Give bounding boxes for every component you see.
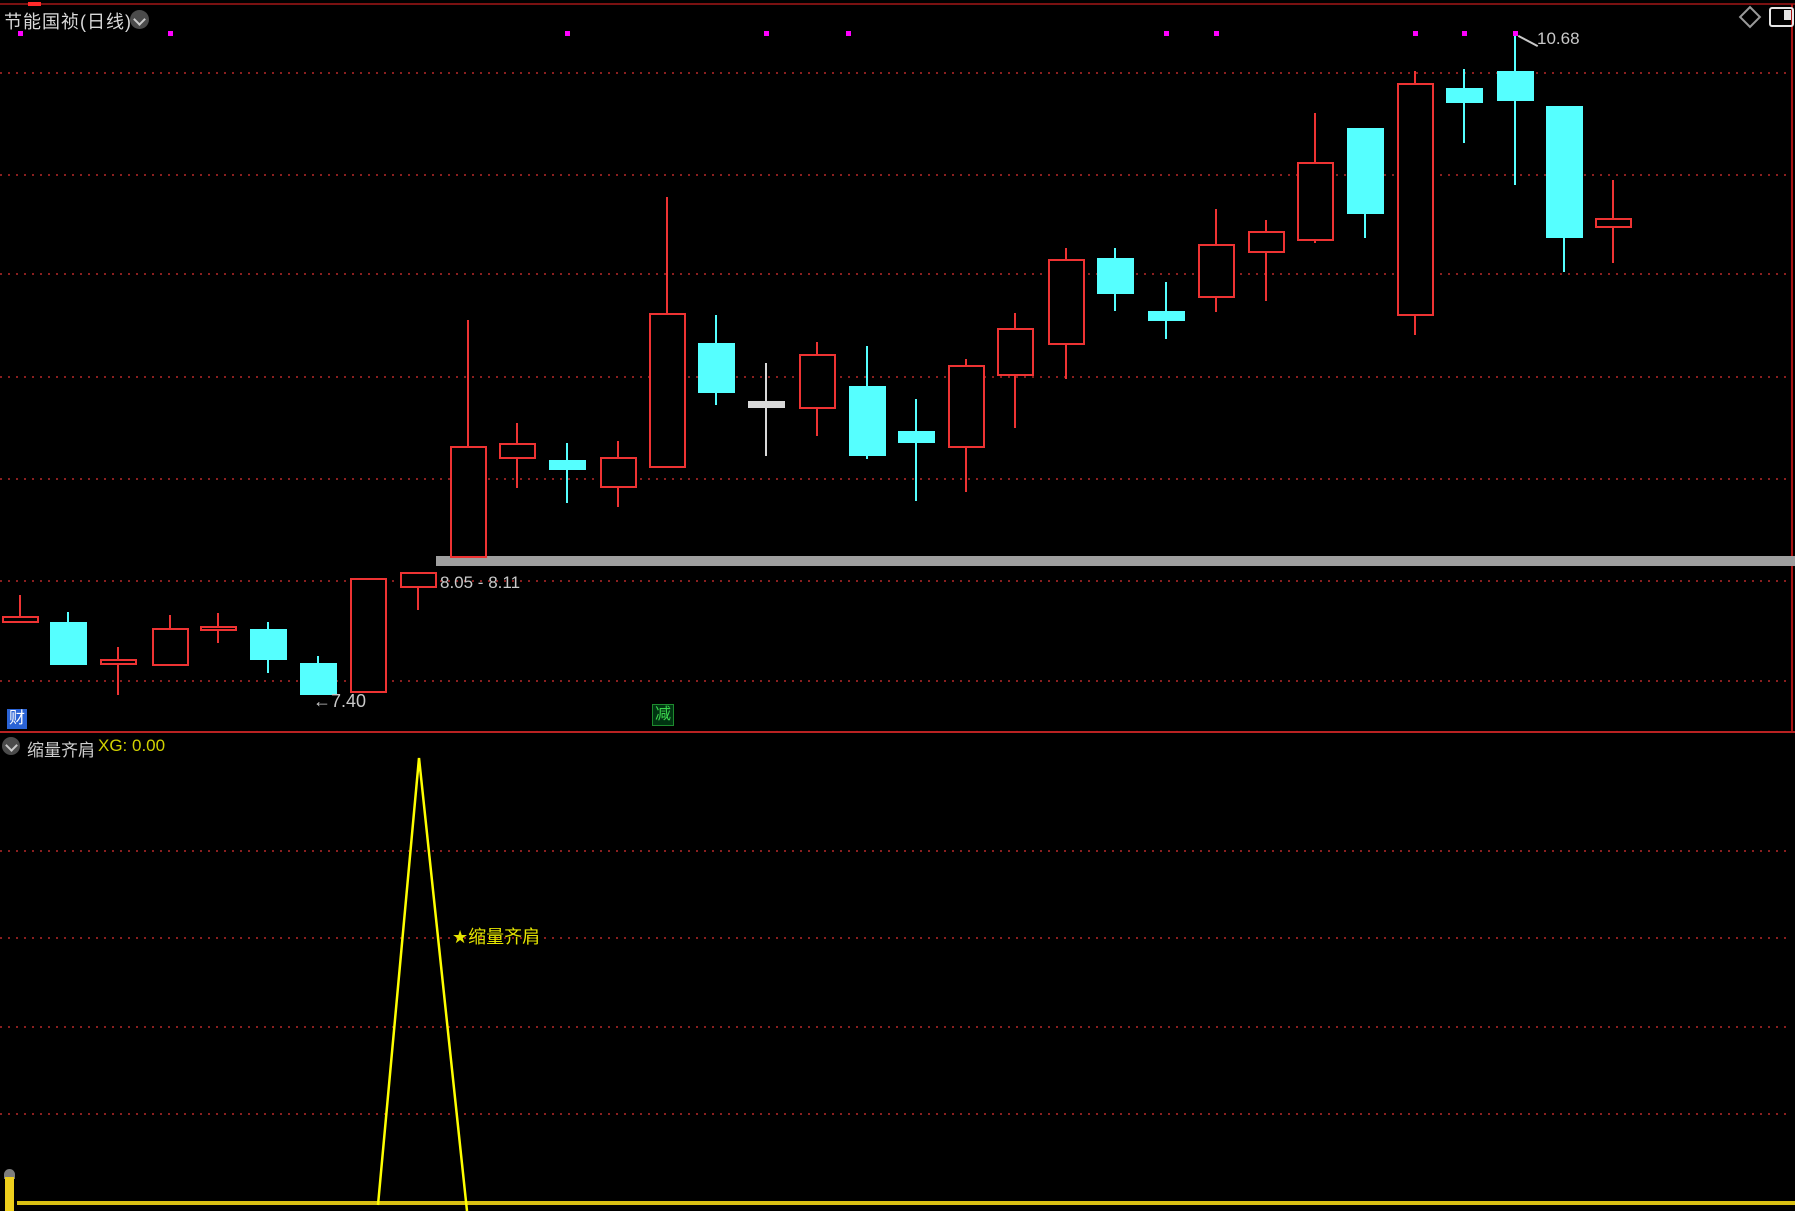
candle-body (1397, 83, 1434, 316)
candle-body (300, 663, 337, 695)
candle-body (1497, 71, 1534, 101)
candle-body (499, 443, 536, 459)
candle-body (1446, 88, 1483, 103)
candle-wick (19, 595, 21, 623)
candle-body (1347, 128, 1384, 214)
indicator-chevron-down-icon[interactable] (2, 737, 20, 755)
signal-dot (1214, 31, 1219, 36)
gridline (0, 478, 1791, 480)
pane-right-border (1791, 4, 1793, 732)
signal-dot (18, 31, 23, 36)
candle-body (549, 460, 586, 470)
candle-body (799, 354, 836, 409)
candle-body (1248, 231, 1285, 253)
candle-body (2, 616, 39, 623)
pane-separator (0, 731, 1795, 733)
candle-wick (467, 320, 469, 558)
gridline (0, 1026, 1791, 1028)
gridline (0, 174, 1791, 176)
candle-body (997, 328, 1034, 376)
candle-body (200, 626, 237, 631)
candle-body (1148, 311, 1185, 321)
signal-dot (846, 31, 851, 36)
candle-body (1097, 258, 1134, 294)
candle-body (898, 431, 935, 443)
signal-text-label: ★缩量齐肩 (452, 927, 541, 947)
indicator-baseline (17, 1201, 1795, 1205)
candle-body (1048, 259, 1085, 345)
holder-reduce-badge[interactable]: 减 (652, 704, 675, 726)
candle-wick (915, 399, 917, 501)
candle-body (600, 457, 637, 488)
candle-body (748, 401, 785, 408)
gridline (0, 72, 1791, 74)
candle-body (50, 622, 87, 665)
candle-body (1297, 162, 1334, 241)
gridline (0, 850, 1791, 852)
candle-body (849, 386, 886, 456)
stock-title: 节能国祯(日线) (4, 12, 132, 32)
candle-wick (566, 443, 568, 503)
candle-body (450, 446, 487, 558)
candle-body (1198, 244, 1235, 298)
signal-dot (1164, 31, 1169, 36)
price-gap-band (436, 556, 1795, 566)
candle-body (100, 659, 137, 665)
gridline (0, 937, 1791, 939)
indicator-pane: 缩量齐肩 XG: 0.00 (0, 733, 1795, 1211)
candle-body (350, 578, 387, 693)
candle-wick (1463, 69, 1465, 143)
high-annotation-arrow (1517, 34, 1539, 48)
indicator-name[interactable]: 缩量齐肩 (27, 741, 95, 760)
candle-wick (1514, 33, 1516, 185)
candle-body (1595, 218, 1632, 228)
candle-body (400, 572, 437, 588)
candle-body (649, 313, 686, 468)
scrollbar-thumb[interactable] (5, 1177, 14, 1211)
candle-wick (117, 647, 119, 695)
candle-body (698, 343, 735, 393)
candle-body (948, 365, 985, 448)
signal-dot (168, 31, 173, 36)
signal-dot (1413, 31, 1418, 36)
candle-wick (765, 363, 767, 456)
signal-dot (1513, 31, 1518, 36)
candle-body (152, 628, 189, 666)
high-price-label: 10.68 (1537, 29, 1580, 48)
scrollbar-thumb-cap (4, 1169, 15, 1179)
candle-wick (1265, 220, 1267, 301)
gridline (0, 680, 1791, 682)
signal-dot (764, 31, 769, 36)
indicator-value: XG: 0.00 (98, 736, 166, 755)
gridline (0, 376, 1791, 378)
candle-wick (1165, 282, 1167, 339)
signal-dot (1462, 31, 1467, 36)
split-window-icon[interactable] (1769, 7, 1794, 27)
gridline (0, 273, 1791, 275)
signal-dot (565, 31, 570, 36)
gridline (0, 580, 1791, 582)
main-chart-pane: 10.68 8.05 - 8.11 ←7.40 财 减 (0, 2, 1795, 733)
pane-top-border (0, 3, 1795, 5)
low-price-label: ←7.40 (313, 691, 367, 711)
chevron-down-icon[interactable] (130, 10, 149, 29)
candle-wick (417, 572, 419, 610)
gap-price-label: 8.05 - 8.11 (440, 573, 521, 592)
candle-body (250, 629, 287, 660)
candle-body (1546, 106, 1583, 238)
scroll-position-tick (28, 2, 41, 6)
gridline (0, 1113, 1791, 1115)
finance-news-badge[interactable]: 财 (7, 709, 28, 729)
